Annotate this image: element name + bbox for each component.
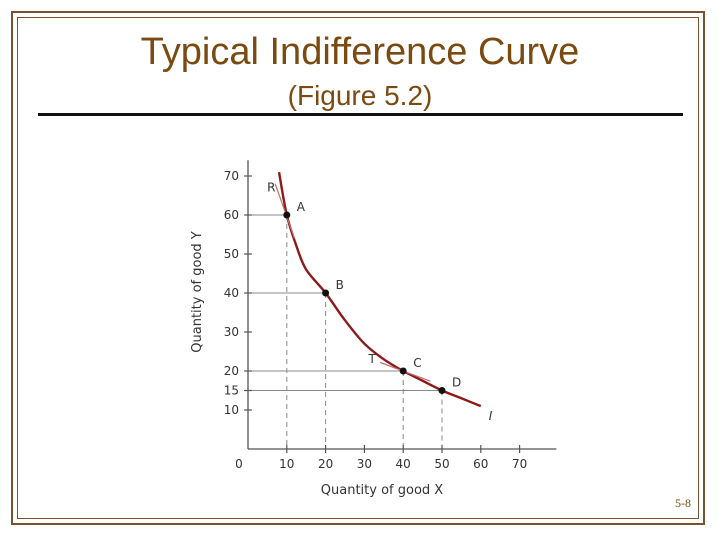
x-tick-label: 60 [473,457,488,471]
x-axis-title: Quantity of good X [321,483,444,498]
title-divider [38,113,683,116]
slide-inner-frame [17,17,699,519]
axes: 0 10 20 30 40 50 60 70 10 15 20 30 40 50 60 70 [224,160,557,471]
y-tick-label: 15 [224,384,239,398]
y-tick-label: 50 [224,247,239,261]
point-label: D [452,376,461,390]
y-tick-label: 70 [224,169,239,183]
curve-label: I [489,409,493,423]
point-label: A [297,200,306,214]
slide-page-number: 5-8 [675,496,691,510]
y-tick-label: 10 [224,403,239,417]
point-marker [283,211,291,219]
x-tick-label: 50 [434,457,449,471]
y-tick-label: 40 [224,286,239,300]
x-tick-label: 20 [318,457,333,471]
y-axis-title: Quantity of good Y [190,231,205,353]
slide-subtitle: (Figure 5.2) [287,80,433,111]
y-tick-label: 20 [224,364,239,378]
x-tick-label: 70 [512,457,527,471]
slide-outer-frame [11,11,705,525]
y-tick-label: 30 [224,325,239,339]
x-tick-label: 40 [396,457,411,471]
point-label: C [413,356,421,370]
point-marker [438,387,446,394]
x-tick-label: 0 [235,457,243,471]
dashed-guides [248,214,443,449]
x-tick-label: 30 [357,457,372,471]
x-tick-label: 10 [279,457,294,471]
y-tick-label: 60 [224,208,239,222]
point-marker [399,367,407,375]
point-label: B [336,278,344,292]
points-layer: R T A B C D [267,181,461,394]
tangent-label: R [267,181,275,195]
tangent-line [274,183,296,239]
tangent-label: T [367,352,376,366]
slide-title: Typical Indifference Curve [140,31,580,73]
point-marker [322,289,330,297]
